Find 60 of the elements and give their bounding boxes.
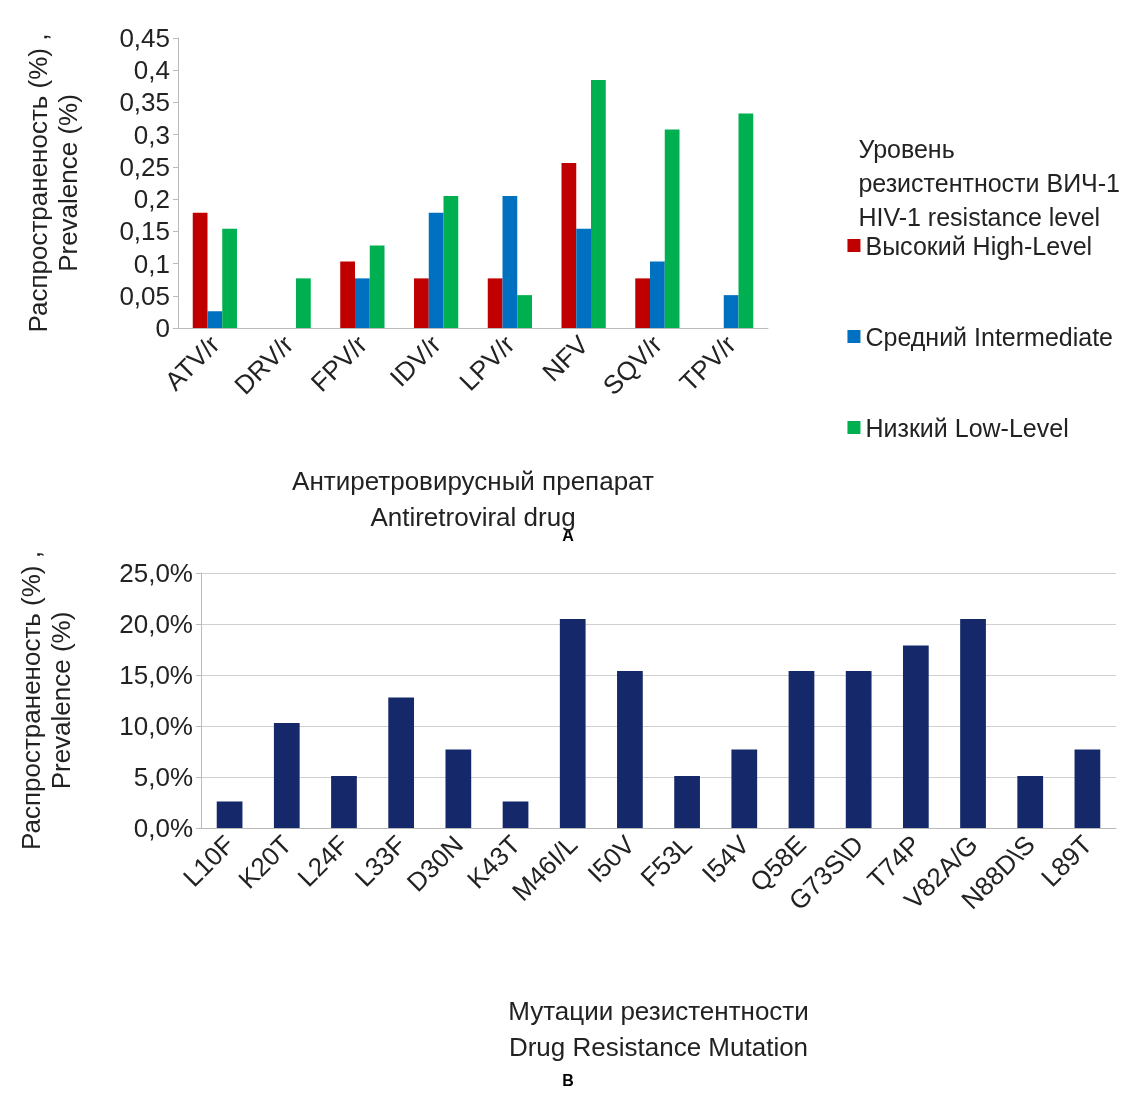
bar	[617, 670, 643, 828]
y-tick-label: 0,3	[133, 119, 170, 150]
y-tick-label: 5,0%	[133, 762, 193, 792]
y-tick-label: 0,2	[133, 184, 170, 215]
bar	[296, 278, 311, 328]
y-tick-label: 15,0%	[119, 660, 193, 690]
bar	[443, 195, 459, 328]
legend-label: Низкий Low-Level	[865, 413, 1069, 442]
y-tick-label: 25,0%	[119, 558, 193, 588]
bar	[559, 618, 586, 828]
bar	[960, 618, 986, 828]
bar	[576, 228, 591, 328]
bar	[591, 79, 606, 328]
bar	[273, 722, 300, 828]
bar	[650, 261, 665, 328]
bar	[788, 670, 815, 828]
bar	[369, 245, 385, 328]
bar	[561, 163, 577, 328]
y-tick-label: 20,0%	[119, 609, 193, 639]
bar	[502, 195, 518, 328]
y-tick-label: 0,25	[119, 151, 170, 182]
y-tick-label: 0,35	[119, 87, 170, 118]
bar	[731, 749, 758, 828]
bar	[207, 311, 223, 328]
bar	[340, 261, 355, 328]
bar	[192, 212, 208, 328]
y-tick-label: 10,0%	[119, 711, 193, 741]
bar	[414, 278, 429, 328]
bar	[902, 645, 929, 828]
bar	[517, 295, 532, 328]
bar	[428, 212, 444, 328]
x-axis-title: Мутации резистентности Drug Resistance Mutation	[508, 996, 809, 1062]
y-axis-title: Распространеность (%) , Prevalence (%)	[16, 551, 76, 850]
legend-label: Высокий High-Level	[865, 231, 1093, 260]
bar	[388, 697, 415, 828]
bar	[1017, 775, 1044, 828]
bar	[1074, 749, 1101, 828]
y-tick-label: 0	[155, 313, 170, 343]
y-tick-label: 0,45	[119, 23, 170, 53]
bar	[738, 113, 754, 328]
legend-label: Средний Intermediate	[865, 322, 1113, 351]
y-tick-label: 0,1	[133, 248, 170, 279]
bar	[664, 129, 680, 328]
bar	[674, 775, 700, 828]
text: B	[562, 1071, 574, 1089]
bar	[487, 278, 503, 328]
bar	[502, 801, 529, 828]
bar	[845, 670, 872, 828]
bar	[222, 228, 237, 328]
y-tick-label: 0,05	[119, 280, 170, 311]
bar	[635, 278, 650, 328]
bar	[331, 775, 357, 828]
y-tick-label: 0,15	[119, 216, 170, 247]
bar	[355, 278, 370, 328]
bar	[445, 749, 472, 828]
legend-title: Уровень резистентности ВИЧ-1 HIV-1 resistance level	[858, 135, 1120, 231]
bar	[723, 295, 739, 328]
y-axis-title: Распространеность (%) , Prevalence (%)	[23, 33, 83, 333]
bar	[216, 801, 243, 828]
y-tick-label: 0,4	[133, 55, 170, 86]
